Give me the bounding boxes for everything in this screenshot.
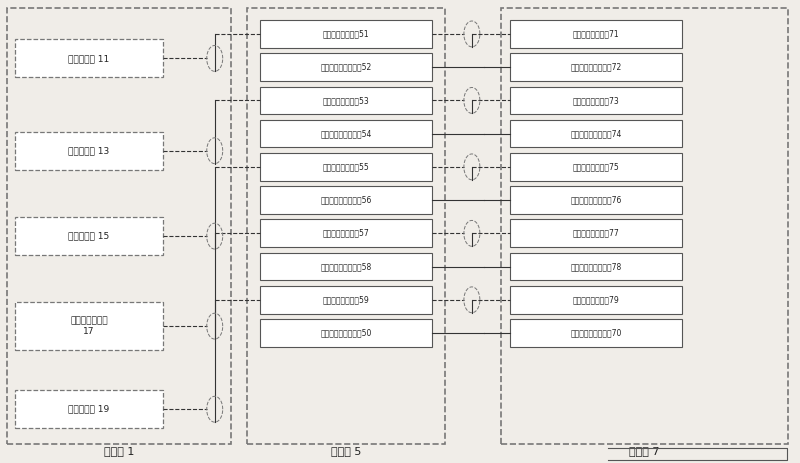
FancyBboxPatch shape [510, 286, 682, 313]
FancyBboxPatch shape [15, 132, 163, 169]
FancyBboxPatch shape [510, 253, 682, 281]
FancyBboxPatch shape [15, 302, 163, 350]
Text: 调调控制传感器
17: 调调控制传感器 17 [70, 316, 108, 336]
Text: 转接笥 5: 转接笥 5 [330, 446, 361, 456]
FancyBboxPatch shape [510, 219, 682, 247]
Text: 第一信号转接端孕51: 第一信号转接端孕51 [322, 30, 370, 38]
FancyBboxPatch shape [15, 390, 163, 428]
FancyBboxPatch shape [260, 153, 432, 181]
FancyBboxPatch shape [260, 253, 432, 281]
FancyBboxPatch shape [510, 20, 682, 48]
FancyBboxPatch shape [15, 217, 163, 255]
Text: 控制柜 7: 控制柜 7 [629, 446, 660, 456]
FancyBboxPatch shape [260, 186, 432, 214]
FancyBboxPatch shape [260, 53, 432, 81]
Text: 主机房 1: 主机房 1 [104, 446, 134, 456]
Text: 第二屏蔽层接地端孕74: 第二屏蔽层接地端孕74 [570, 129, 622, 138]
Text: 第五屏蔽层接地端孕70: 第五屏蔽层接地端孕70 [570, 329, 622, 338]
Text: 第五信号转接端孕59: 第五信号转接端孕59 [322, 295, 370, 304]
FancyBboxPatch shape [15, 39, 163, 77]
FancyBboxPatch shape [260, 219, 432, 247]
Text: 温度传感器 11: 温度传感器 11 [68, 54, 110, 63]
FancyBboxPatch shape [510, 87, 682, 114]
Text: 第四信号转接端孕57: 第四信号转接端孕57 [322, 229, 370, 238]
FancyBboxPatch shape [510, 186, 682, 214]
Text: 第四屏蔽层转接端孕58: 第四屏蔽层转接端孕58 [321, 262, 372, 271]
Text: 转速传感器 15: 转速传感器 15 [68, 232, 110, 241]
Text: 第二信号转接端孕53: 第二信号转接端孕53 [322, 96, 370, 105]
FancyBboxPatch shape [260, 319, 432, 347]
FancyBboxPatch shape [260, 286, 432, 313]
Text: 第一屏蔽层接地端孕72: 第一屏蔽层接地端孕72 [570, 63, 622, 72]
Text: 第二信号接收端孕73: 第二信号接收端孕73 [573, 96, 619, 105]
FancyBboxPatch shape [510, 319, 682, 347]
FancyBboxPatch shape [260, 120, 432, 148]
Text: 第五信号接收端孕79: 第五信号接收端孕79 [573, 295, 619, 304]
Text: 第四信号接收端孕77: 第四信号接收端孕77 [573, 229, 619, 238]
FancyBboxPatch shape [260, 87, 432, 114]
Text: 第二屏蔽层转接端孕54: 第二屏蔽层转接端孕54 [321, 129, 372, 138]
FancyBboxPatch shape [510, 53, 682, 81]
FancyBboxPatch shape [510, 153, 682, 181]
Text: 第三信号转接端孕55: 第三信号转接端孕55 [322, 163, 370, 171]
Text: 第一屏蔽层转接端孕52: 第一屏蔽层转接端孕52 [321, 63, 372, 72]
Text: 压力传感器 13: 压力传感器 13 [68, 146, 110, 155]
FancyBboxPatch shape [510, 120, 682, 148]
Text: 第三信号接收端孕75: 第三信号接收端孕75 [573, 163, 619, 171]
Text: 第一信号接收端孕71: 第一信号接收端孕71 [573, 30, 619, 38]
Text: 第四屏蔽层接地端孕78: 第四屏蔽层接地端孕78 [570, 262, 622, 271]
Text: 第五屏蔽层转接端孕50: 第五屏蔽层转接端孕50 [321, 329, 372, 338]
Text: 反馈传感器 19: 反馈传感器 19 [68, 405, 110, 414]
Text: 第三屏蔽层转接端孕56: 第三屏蔽层转接端孕56 [321, 195, 372, 205]
Text: 第三屏蔽层接地端孕76: 第三屏蔽层接地端孕76 [570, 195, 622, 205]
FancyBboxPatch shape [260, 20, 432, 48]
